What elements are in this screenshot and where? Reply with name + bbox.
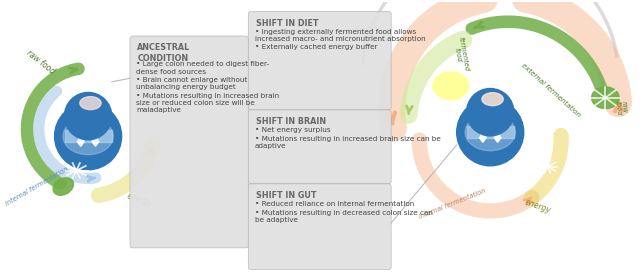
Text: • Large colon needed to digest fiber-
dense food sources: • Large colon needed to digest fiber- de… <box>136 61 270 75</box>
Text: raw
food: raw food <box>614 100 628 116</box>
Circle shape <box>55 103 121 170</box>
Ellipse shape <box>482 93 503 106</box>
Text: • Brain cannot enlarge without
unbalancing energy budget: • Brain cannot enlarge without unbalanci… <box>136 77 248 90</box>
Circle shape <box>456 99 524 166</box>
Text: energy: energy <box>125 192 153 209</box>
FancyArrow shape <box>77 124 84 146</box>
FancyBboxPatch shape <box>248 11 391 110</box>
Ellipse shape <box>80 97 101 110</box>
Text: • Mutations resulting in increased brain
size or reduced colon size will be
mala: • Mutations resulting in increased brain… <box>136 93 279 113</box>
Text: SHIFT IN DIET: SHIFT IN DIET <box>256 19 318 28</box>
Text: internal fermentation: internal fermentation <box>4 166 69 207</box>
Ellipse shape <box>53 178 73 195</box>
Text: raw food: raw food <box>25 48 56 76</box>
Text: • Reduced reliance on internal fermentation: • Reduced reliance on internal fermentat… <box>255 201 414 207</box>
Text: • Mutations resulting in decreased colon size can
be adaptive: • Mutations resulting in decreased colon… <box>255 210 433 223</box>
Ellipse shape <box>465 114 516 151</box>
Ellipse shape <box>63 118 113 155</box>
FancyBboxPatch shape <box>130 36 248 248</box>
Text: SHIFT IN GUT: SHIFT IN GUT <box>256 191 316 200</box>
FancyArrow shape <box>494 120 501 142</box>
Text: • Net energy surplus: • Net energy surplus <box>255 127 330 133</box>
Text: • Ingesting externally fermented food allows
increased macro- and micronutrient : • Ingesting externally fermented food al… <box>255 29 425 42</box>
Text: fermented
food: fermented food <box>451 36 470 73</box>
Bar <box>467 126 514 138</box>
FancyBboxPatch shape <box>248 184 391 270</box>
Circle shape <box>64 93 112 140</box>
Text: internal fermentation: internal fermentation <box>419 188 487 220</box>
FancyArrow shape <box>479 120 487 142</box>
Ellipse shape <box>433 72 469 99</box>
Text: • Mutations resulting in increased brain size can be
adaptive: • Mutations resulting in increased brain… <box>255 136 440 149</box>
Text: external fermentation: external fermentation <box>521 63 582 119</box>
FancyArrow shape <box>92 124 99 146</box>
Text: ANCESTRAL
CONDITION: ANCESTRAL CONDITION <box>137 43 191 63</box>
Text: energy: energy <box>523 197 551 215</box>
FancyBboxPatch shape <box>248 110 391 184</box>
Bar <box>65 130 112 142</box>
Ellipse shape <box>591 87 619 109</box>
Circle shape <box>467 89 514 136</box>
Text: • Externally cached energy buffer: • Externally cached energy buffer <box>255 44 377 50</box>
Text: SHIFT IN BRAIN: SHIFT IN BRAIN <box>256 117 325 126</box>
